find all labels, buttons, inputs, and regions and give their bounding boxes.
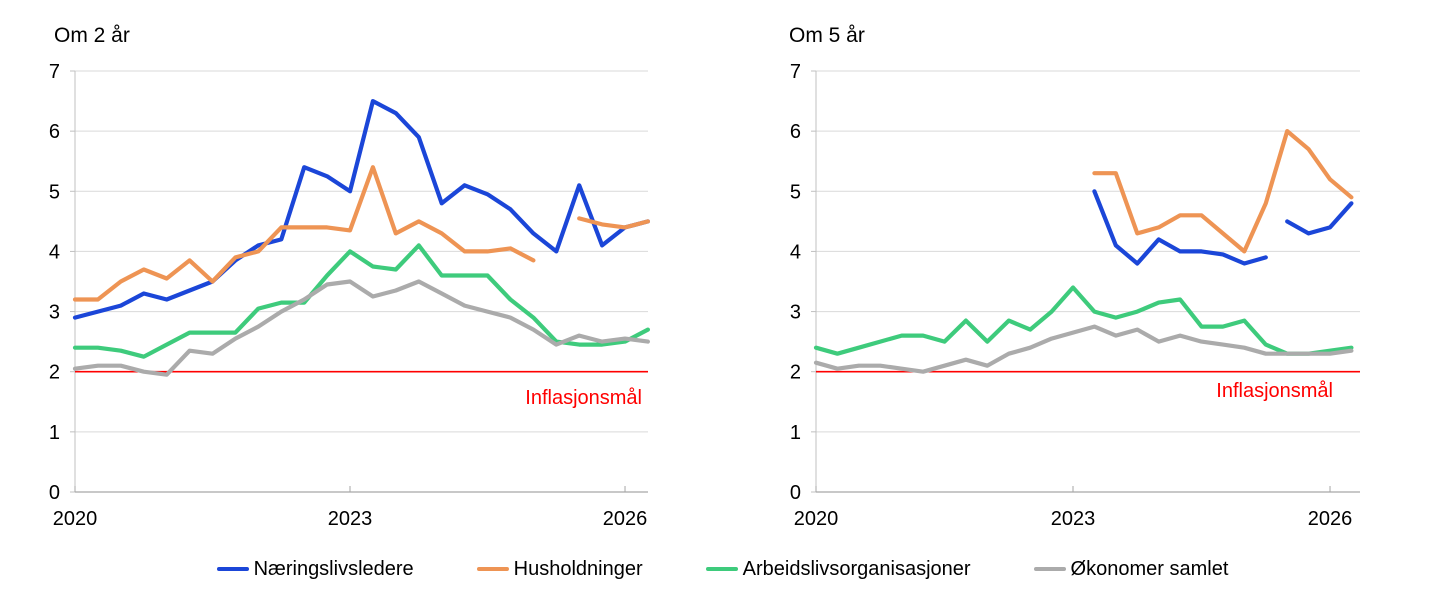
y-tick-label-1: 1 (790, 422, 801, 444)
inflation-target-label: Inflasjonsmål (1216, 380, 1333, 402)
y-tick-label-1: 1 (49, 422, 60, 444)
series-line-n-ringslivsledere (1285, 201, 1354, 236)
legend: Næringslivsledere Husholdninger Arbeidsliv… (0, 552, 1445, 586)
series-line-husholdninger (1092, 129, 1354, 254)
legend-label: Arbeidslivsorganisasjoner (742, 557, 971, 580)
legend-label: Økonomer samlet (1070, 557, 1229, 580)
series-line-husholdninger (72, 165, 536, 302)
series-line--konomer-samlet (813, 324, 1354, 374)
series-line--konomer-samlet (72, 279, 651, 377)
y-tick-label-0: 0 (49, 482, 60, 504)
x-tick-label-2020: 2020 (794, 508, 839, 530)
y-tick-label-7: 7 (790, 61, 801, 83)
y-tick-label-7: 7 (49, 61, 60, 83)
y-tick-label-0: 0 (790, 482, 801, 504)
y-tick-label-5: 5 (790, 181, 801, 203)
x-tick-label-2023: 2023 (1051, 508, 1096, 530)
y-tick-label-3: 3 (49, 302, 60, 324)
y-tick-label-2: 2 (790, 362, 801, 384)
legend-item-0: Næringslivsledere (216, 557, 414, 581)
x-tick-label-2026: 2026 (603, 508, 648, 530)
series-line-husholdninger (577, 216, 651, 230)
chart-panel-0: 0 1 2 3 4 5 6 7 2020 2023 2026 Inflasjonsmål (49, 61, 651, 530)
y-tick-label-2: 2 (49, 362, 60, 384)
legend-label: Husholdninger (513, 557, 643, 580)
x-tick-label-2020: 2020 (53, 508, 98, 530)
x-tick-label-2023: 2023 (328, 508, 373, 530)
y-tick-label-4: 4 (49, 241, 60, 263)
series-line-arbeidslivsorganisasjoner (72, 243, 651, 359)
y-tick-label-6: 6 (49, 121, 60, 143)
y-tick-label-3: 3 (790, 302, 801, 324)
legend-item-1: Husholdninger (476, 557, 643, 581)
y-tick-label-5: 5 (49, 181, 60, 203)
y-tick-label-4: 4 (790, 241, 801, 263)
chart-title-om-5-ar: Om 5 år (789, 24, 865, 47)
series-line-n-ringslivsledere (1092, 189, 1268, 266)
chart-title-om-2-ar: Om 2 år (54, 24, 130, 47)
legend-item-3: Økonomer samlet (1033, 557, 1229, 581)
x-tick-label-2026: 2026 (1308, 508, 1353, 530)
legend-line-swatch (705, 566, 738, 572)
legend-line-swatch (216, 566, 249, 572)
legend-item-2: Arbeidslivsorganisasjoner (705, 557, 971, 581)
legend-label: Næringslivsledere (253, 557, 414, 580)
chart-panel-1: 0 1 2 3 4 5 6 7 2020 2023 2026 Inflasjonsmål (790, 61, 1360, 530)
series-line-arbeidslivsorganisasjoner (813, 285, 1354, 356)
legend-line-swatch (476, 566, 509, 572)
inflation-target-label: Inflasjonsmål (525, 387, 642, 409)
series-line-n-ringslivsledere (72, 98, 651, 320)
y-tick-label-6: 6 (790, 121, 801, 143)
legend-line-swatch (1033, 566, 1066, 572)
